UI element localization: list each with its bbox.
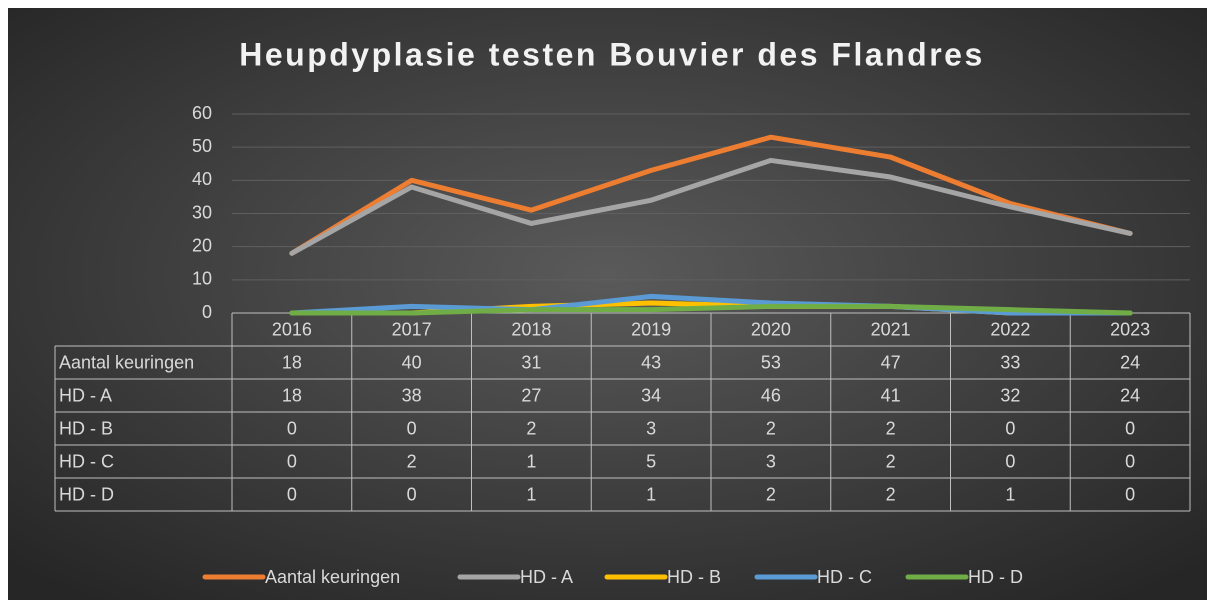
table-cell: 0 xyxy=(287,451,297,471)
legend-label: HD - D xyxy=(968,567,1023,587)
table-cell: 38 xyxy=(402,385,422,405)
chart-title: Heupdyplasie testen Bouvier des Flandres xyxy=(239,36,985,72)
x-tick-label: 2016 xyxy=(272,319,312,339)
x-tick-label: 2021 xyxy=(871,319,911,339)
table-cell: 0 xyxy=(1005,451,1015,471)
x-tick-label: 2023 xyxy=(1110,319,1150,339)
table-cell: 0 xyxy=(1125,451,1135,471)
table-cell: 2 xyxy=(766,418,776,438)
x-tick-label: 2019 xyxy=(631,319,671,339)
table-cell: 1 xyxy=(526,451,536,471)
table-cell: 3 xyxy=(646,418,656,438)
y-tick-label: 40 xyxy=(192,169,212,189)
x-tick-label: 2018 xyxy=(511,319,551,339)
line-series xyxy=(289,303,1133,316)
legend-label: Aantal keuringen xyxy=(265,567,400,587)
table-cell: 32 xyxy=(1000,385,1020,405)
table-cell: 0 xyxy=(1125,418,1135,438)
table-cell: 46 xyxy=(761,385,781,405)
table-row-label: HD - B xyxy=(59,418,113,438)
table-cell: 5 xyxy=(646,451,656,471)
table-cell: 2 xyxy=(407,451,417,471)
table-row-label: HD - D xyxy=(59,484,114,504)
y-tick-label: 10 xyxy=(192,269,212,289)
x-tick-label: 2017 xyxy=(392,319,432,339)
x-tick-label: 2022 xyxy=(990,319,1030,339)
table-cell: 47 xyxy=(881,352,901,372)
table-cell: 0 xyxy=(287,484,297,504)
line-series xyxy=(289,157,1133,256)
table-row-label: Aantal keuringen xyxy=(59,352,194,372)
table-cell: 31 xyxy=(521,352,541,372)
table-cell: 24 xyxy=(1120,385,1140,405)
table-cell: 0 xyxy=(407,484,417,504)
table-cell: 41 xyxy=(881,385,901,405)
table-cell: 0 xyxy=(1005,418,1015,438)
y-tick-label: 20 xyxy=(192,235,212,255)
table-cell: 18 xyxy=(282,385,302,405)
table-cell: 43 xyxy=(641,352,661,372)
x-tick-label: 2020 xyxy=(751,319,791,339)
table-cell: 24 xyxy=(1120,352,1140,372)
table-cell: 2 xyxy=(886,484,896,504)
table-cell: 40 xyxy=(402,352,422,372)
table-row-label: HD - A xyxy=(59,385,112,405)
table-cell: 2 xyxy=(526,418,536,438)
table-cell: 3 xyxy=(766,451,776,471)
legend-label: HD - C xyxy=(817,567,872,587)
table-cell: 2 xyxy=(886,418,896,438)
table-cell: 18 xyxy=(282,352,302,372)
table-cell: 1 xyxy=(1005,484,1015,504)
table-cell: 0 xyxy=(287,418,297,438)
legend-label: HD - A xyxy=(520,567,573,587)
y-tick-label: 60 xyxy=(192,103,212,123)
table-cell: 0 xyxy=(1125,484,1135,504)
table-cell: 33 xyxy=(1000,352,1020,372)
table-cell: 2 xyxy=(886,451,896,471)
table-cell: 1 xyxy=(646,484,656,504)
table-cell: 1 xyxy=(526,484,536,504)
y-tick-label: 50 xyxy=(192,136,212,156)
line-series xyxy=(289,293,1133,316)
table-row-label: HD - C xyxy=(59,451,114,471)
table-cell: 27 xyxy=(521,385,541,405)
table-cell: 34 xyxy=(641,385,661,405)
y-tick-label: 30 xyxy=(192,202,212,222)
legend-label: HD - B xyxy=(667,567,721,587)
line-series xyxy=(289,134,1133,256)
table-cell: 2 xyxy=(766,484,776,504)
table-cell: 53 xyxy=(761,352,781,372)
table-cell: 0 xyxy=(407,418,417,438)
y-tick-label: 0 xyxy=(202,302,212,322)
